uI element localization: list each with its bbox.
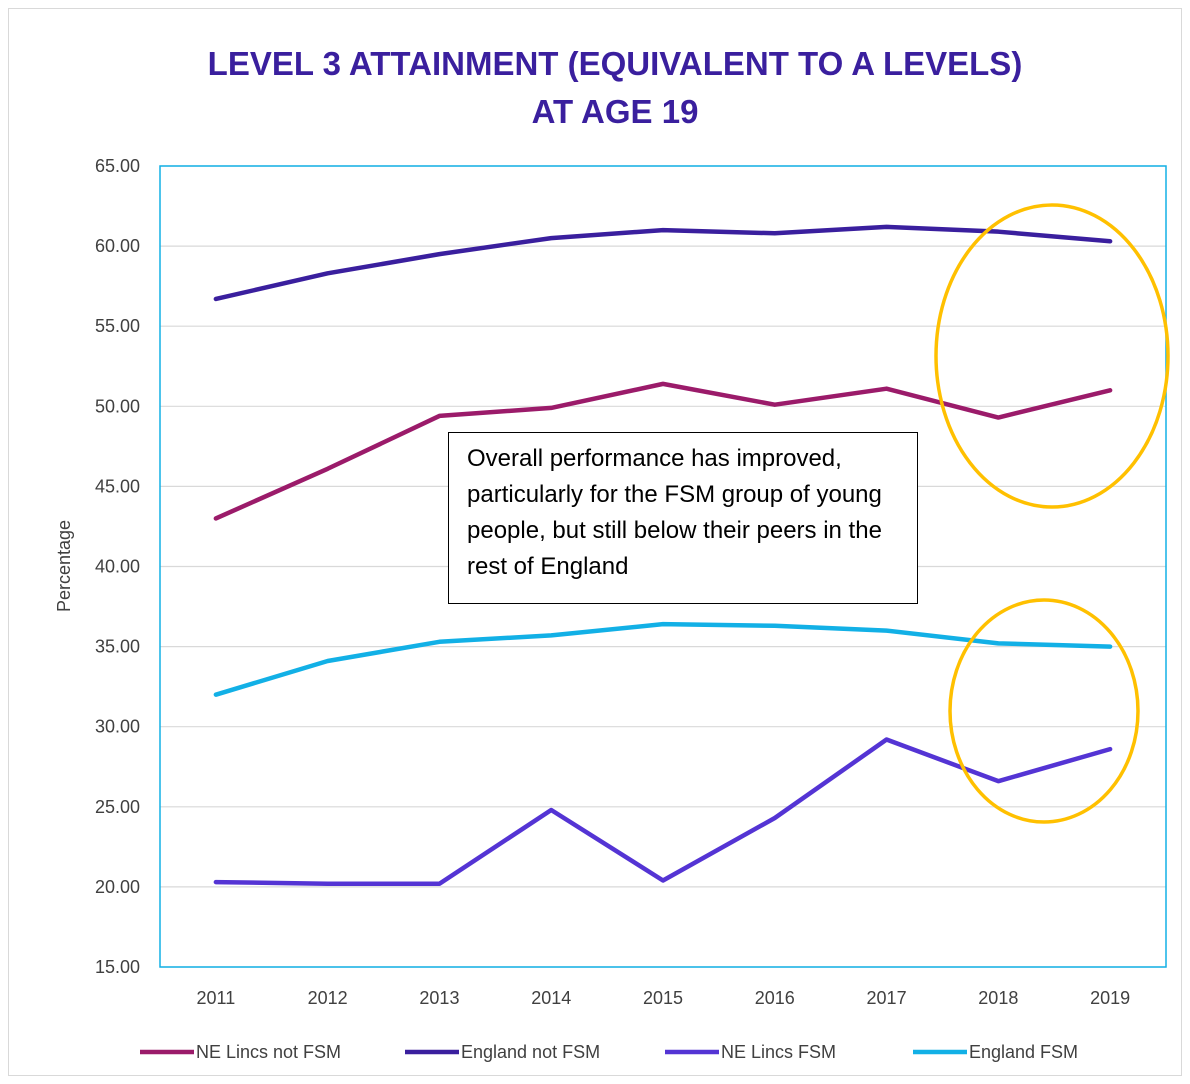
series-line (213, 381, 1113, 521)
y-tick-label: 35.00 (95, 637, 140, 657)
y-axis-label: Percentage (54, 520, 74, 612)
legend-item: NE Lincs FSM (665, 1042, 836, 1062)
x-tick-label: 2018 (978, 988, 1018, 1008)
plot-area-border (159, 165, 1167, 968)
y-tick-label: 65.00 (95, 156, 140, 176)
legend-label: NE Lincs not FSM (196, 1042, 341, 1062)
x-tick-label: 2012 (308, 988, 348, 1008)
y-tick-label: 25.00 (95, 797, 140, 817)
legend-item: NE Lincs not FSM (140, 1042, 341, 1062)
highlight-ellipse-lower (948, 598, 1140, 824)
x-tick-label: 2014 (531, 988, 571, 1008)
legend-label: NE Lincs FSM (721, 1042, 836, 1062)
legend-item: England not FSM (405, 1042, 600, 1062)
legend-label: England FSM (969, 1042, 1078, 1062)
x-tick-labels: 2011 2012 2013 2014 2015 2016 2017 2018 2019 (197, 988, 1131, 1008)
x-tick-label: 2016 (755, 988, 795, 1008)
y-tick-label: 60.00 (95, 236, 140, 256)
chart-frame (8, 8, 1182, 1076)
y-tick-label: 15.00 (95, 957, 140, 977)
chart-title-line-1: LEVEL 3 ATTAINMENT (EQUIVALENT TO A LEVE… (207, 45, 1023, 82)
y-tick-label: 40.00 (95, 557, 140, 577)
series-line (213, 224, 1113, 302)
y-tick-label: 50.00 (95, 396, 140, 416)
x-tick-label: 2013 (419, 988, 459, 1008)
chart-title-line-2: AT AGE 19 (531, 93, 699, 130)
legend-label: England not FSM (461, 1042, 600, 1062)
chart-title: LEVEL 3 ATTAINMENT (EQUIVALENT TO A LEVE… (0, 40, 1190, 136)
y-tick-label: 45.00 (95, 476, 140, 496)
x-tick-label: 2011 (197, 988, 236, 1008)
y-tick-label: 30.00 (95, 717, 140, 737)
legend: NE Lincs not FSM England not FSM NE Lincs … (140, 1042, 1078, 1062)
y-tick-labels: 15.00 20.00 25.00 30.00 35.00 40.00 45.00 50.00… (95, 156, 140, 977)
x-tick-label: 2019 (1090, 988, 1130, 1008)
x-tick-label: 2017 (867, 988, 907, 1008)
y-tick-label: 55.00 (95, 316, 140, 336)
series-line (213, 621, 1113, 697)
x-tick-label: 2015 (643, 988, 683, 1008)
legend-item: England FSM (913, 1042, 1078, 1062)
y-tick-label: 20.00 (95, 877, 140, 897)
series-line (213, 737, 1113, 886)
annotation-box: Overall performance has improved, partic… (448, 432, 918, 604)
highlight-ellipse-upper (934, 203, 1170, 509)
